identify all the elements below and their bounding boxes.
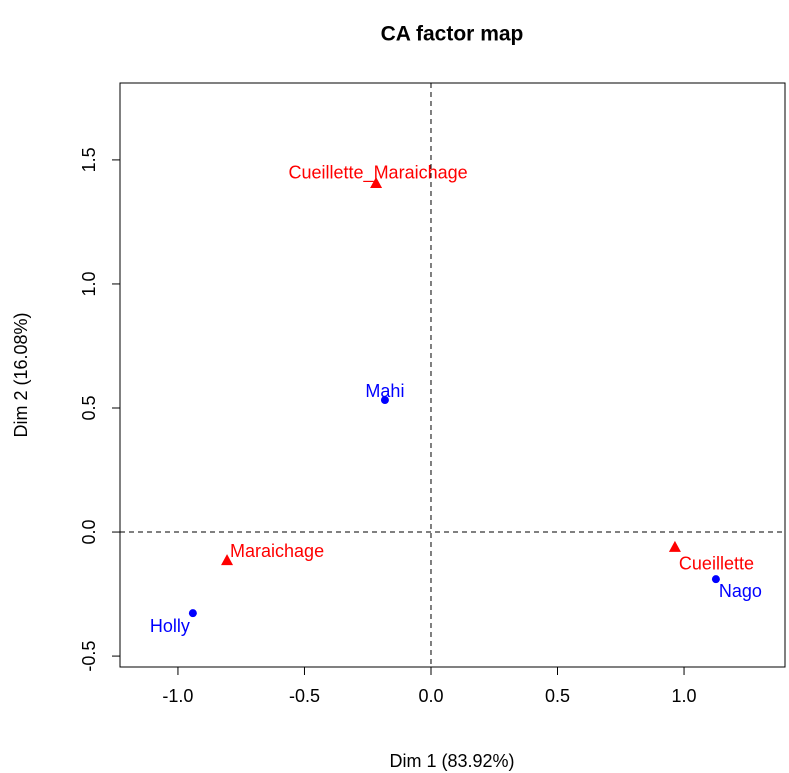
x-tick-label: 0.0: [418, 686, 443, 706]
point-label: Maraichage: [230, 541, 324, 561]
x-tick-label: 1.0: [672, 686, 697, 706]
y-tick-label: 0.5: [79, 395, 99, 420]
x-tick-label: -1.0: [162, 686, 193, 706]
point: [370, 176, 383, 188]
point: [221, 554, 234, 566]
point: [380, 396, 389, 405]
y-axis-label: Dim 2 (16.08%): [11, 312, 31, 437]
y-tick-label: 1.5: [79, 147, 99, 172]
y-tick-label: 0.0: [79, 520, 99, 545]
y-tick-label: -0.5: [79, 641, 99, 672]
point-label: Mahi: [365, 381, 404, 401]
plot-frame: [119, 82, 786, 668]
point-label: Holly: [150, 616, 190, 636]
x-tick-label: 0.5: [545, 686, 570, 706]
x-axis-label: Dim 1 (83.92%): [389, 751, 514, 771]
x-tick-label: -0.5: [289, 686, 320, 706]
y-tick-label: 1.0: [79, 271, 99, 296]
point-label: Nago: [719, 581, 762, 601]
chart-title: CA factor map: [381, 23, 524, 46]
point-label: Cueillette_Maraichage: [289, 163, 468, 184]
point: [188, 609, 197, 618]
point: [711, 575, 720, 584]
point-label: Cueillette: [679, 554, 754, 574]
point: [668, 540, 681, 552]
